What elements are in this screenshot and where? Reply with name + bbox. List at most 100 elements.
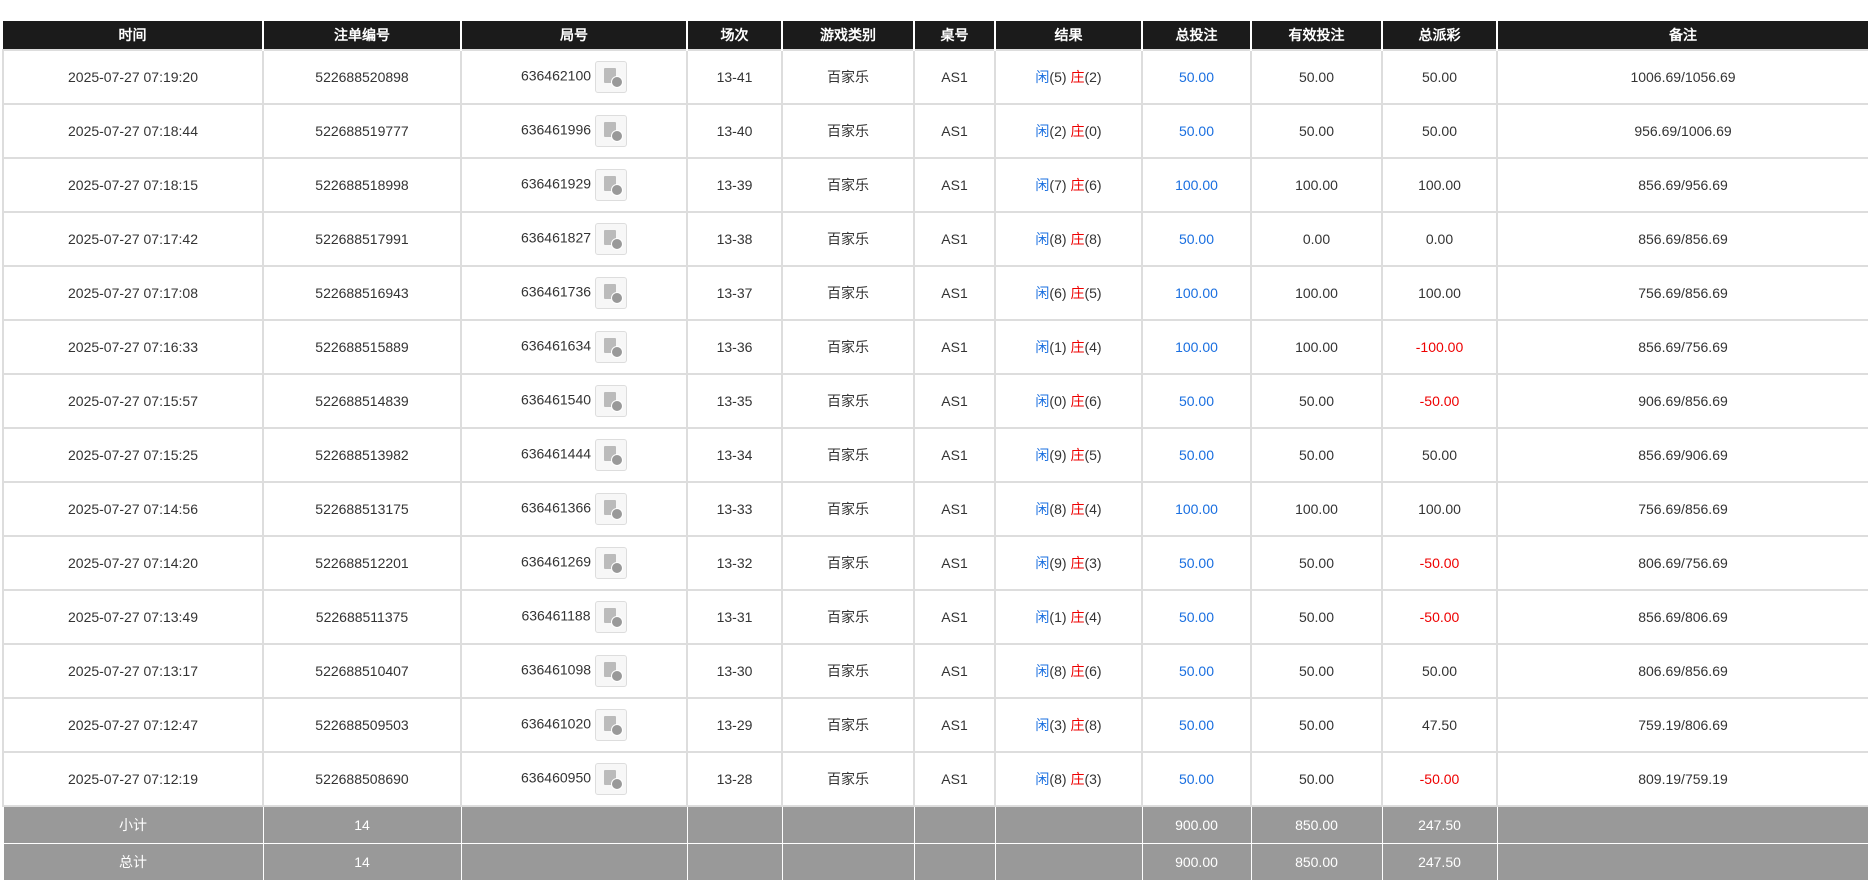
data-row: 2025-07-27 07:17:08 522688516943 636461736… xyxy=(2,265,1868,321)
cell: 2025-07-27 07:13:49 xyxy=(2,589,264,645)
total-bet: 50.00 xyxy=(1141,697,1252,753)
banker-label: 庄 xyxy=(1070,231,1085,247)
payout: -100.00 xyxy=(1381,319,1498,375)
result-cell: 闲(5) 庄(2) xyxy=(994,49,1143,105)
replay-icon[interactable] xyxy=(595,115,628,147)
player-score: (7) xyxy=(1049,177,1067,193)
cell: 2025-07-27 07:14:56 xyxy=(2,481,264,537)
note: 759.19/806.69 xyxy=(1496,697,1868,753)
cell: 百家乐 xyxy=(781,211,915,267)
round-cell: 636461540 xyxy=(460,373,688,429)
cell: 13-29 xyxy=(686,697,783,753)
replay-icon[interactable] xyxy=(595,709,628,741)
empty-cell xyxy=(913,805,996,844)
player-score: (6) xyxy=(1049,285,1067,301)
cell: 2025-07-27 07:15:57 xyxy=(2,373,264,429)
replay-icon[interactable] xyxy=(595,547,628,579)
column-header: 有效投注 xyxy=(1251,21,1383,50)
replay-icon[interactable] xyxy=(595,385,628,417)
replay-icon[interactable] xyxy=(595,655,628,687)
summary-valid: 850.00 xyxy=(1250,843,1383,881)
data-row: 2025-07-27 07:19:20 522688520898 636462100… xyxy=(2,49,1868,105)
round-id: 636461188 xyxy=(521,607,591,624)
cell: 522688518998 xyxy=(262,157,462,213)
player-label: 闲 xyxy=(1035,555,1050,571)
valid-bet: 100.00 xyxy=(1250,265,1383,321)
data-row: 2025-07-27 07:15:25 522688513982 636461444… xyxy=(2,427,1868,483)
cell: 百家乐 xyxy=(781,103,915,159)
banker-score: (4) xyxy=(1084,501,1102,517)
cell: 522688519777 xyxy=(262,103,462,159)
column-header: 时间 xyxy=(3,21,264,50)
round-id: 636461996 xyxy=(520,121,592,138)
total-bet: 50.00 xyxy=(1141,373,1252,429)
result-cell: 闲(1) 庄(4) xyxy=(994,319,1143,375)
summary-payout: 247.50 xyxy=(1381,805,1498,844)
banker-label: 庄 xyxy=(1070,663,1085,679)
cell: 百家乐 xyxy=(781,589,915,645)
player-label: 闲 xyxy=(1035,501,1050,517)
replay-icon[interactable] xyxy=(595,763,628,795)
round-cell: 636461444 xyxy=(460,427,688,483)
result-cell: 闲(7) 庄(6) xyxy=(994,157,1143,213)
result-cell: 闲(9) 庄(3) xyxy=(994,535,1143,591)
replay-icon[interactable] xyxy=(594,601,627,633)
cell: 2025-07-27 07:12:19 xyxy=(2,751,264,807)
cell: AS1 xyxy=(913,589,996,645)
cell: AS1 xyxy=(913,49,996,105)
cell: AS1 xyxy=(913,535,996,591)
payout: 50.00 xyxy=(1381,49,1498,105)
payout: 100.00 xyxy=(1381,157,1498,213)
column-header: 局号 xyxy=(461,21,688,50)
summary-total: 900.00 xyxy=(1141,843,1252,881)
player-label: 闲 xyxy=(1035,69,1050,85)
result-cell: 闲(9) 庄(5) xyxy=(994,427,1143,483)
banker-label: 庄 xyxy=(1070,339,1085,355)
replay-icon[interactable] xyxy=(595,277,628,309)
summary-payout: 247.50 xyxy=(1381,843,1498,881)
round-cell: 636461020 xyxy=(460,697,688,753)
banker-score: (4) xyxy=(1084,609,1102,625)
header-row: 时间 注单编号 局号 场次 游戏类别 桌号 结果 总投注 有效投注 总派彩 备注 xyxy=(3,21,1868,50)
cell: AS1 xyxy=(913,373,996,429)
replay-icon[interactable] xyxy=(595,493,628,525)
round-id: 636461020 xyxy=(520,715,592,732)
banker-label: 庄 xyxy=(1070,177,1085,193)
round-cell: 636461188 xyxy=(460,589,688,645)
payout: 100.00 xyxy=(1381,265,1498,321)
table-body: 2025-07-27 07:19:20 522688520898 636462100… xyxy=(2,49,1868,881)
table: 时间 注单编号 局号 场次 游戏类别 桌号 结果 总投注 有效投注 总派彩 备注 2025-07-2… xyxy=(2,21,1868,881)
cell: 522688508690 xyxy=(262,751,462,807)
data-row: 2025-07-27 07:14:20 522688512201 636461269… xyxy=(2,535,1868,591)
payout: 50.00 xyxy=(1381,103,1498,159)
cell: 522688510407 xyxy=(262,643,462,699)
summary-label: 小计 xyxy=(2,805,264,844)
empty-cell xyxy=(781,805,915,844)
cell: AS1 xyxy=(913,427,996,483)
player-label: 闲 xyxy=(1035,231,1050,247)
player-label: 闲 xyxy=(1035,447,1050,463)
total-bet: 50.00 xyxy=(1141,751,1252,807)
valid-bet: 50.00 xyxy=(1250,643,1383,699)
replay-icon[interactable] xyxy=(595,223,628,255)
player-score: (1) xyxy=(1049,609,1067,625)
cell: 2025-07-27 07:17:08 xyxy=(2,265,264,321)
replay-icon[interactable] xyxy=(595,61,628,93)
cell: 13-35 xyxy=(686,373,783,429)
note: 856.69/956.69 xyxy=(1496,157,1868,213)
cell: 百家乐 xyxy=(781,373,915,429)
cell: 522688520898 xyxy=(262,49,462,105)
empty-cell xyxy=(1496,843,1868,881)
replay-icon[interactable] xyxy=(595,331,628,363)
result-cell: 闲(1) 庄(4) xyxy=(994,589,1143,645)
empty-cell xyxy=(994,805,1143,844)
valid-bet: 0.00 xyxy=(1250,211,1383,267)
round-cell: 636461736 xyxy=(460,265,688,321)
banker-score: (3) xyxy=(1084,555,1102,571)
replay-icon[interactable] xyxy=(595,169,628,201)
data-row: 2025-07-27 07:13:17 522688510407 636461098… xyxy=(2,643,1868,699)
cell: AS1 xyxy=(913,103,996,159)
player-label: 闲 xyxy=(1035,123,1050,139)
data-row: 2025-07-27 07:16:33 522688515889 636461634… xyxy=(2,319,1868,375)
replay-icon[interactable] xyxy=(595,439,628,471)
